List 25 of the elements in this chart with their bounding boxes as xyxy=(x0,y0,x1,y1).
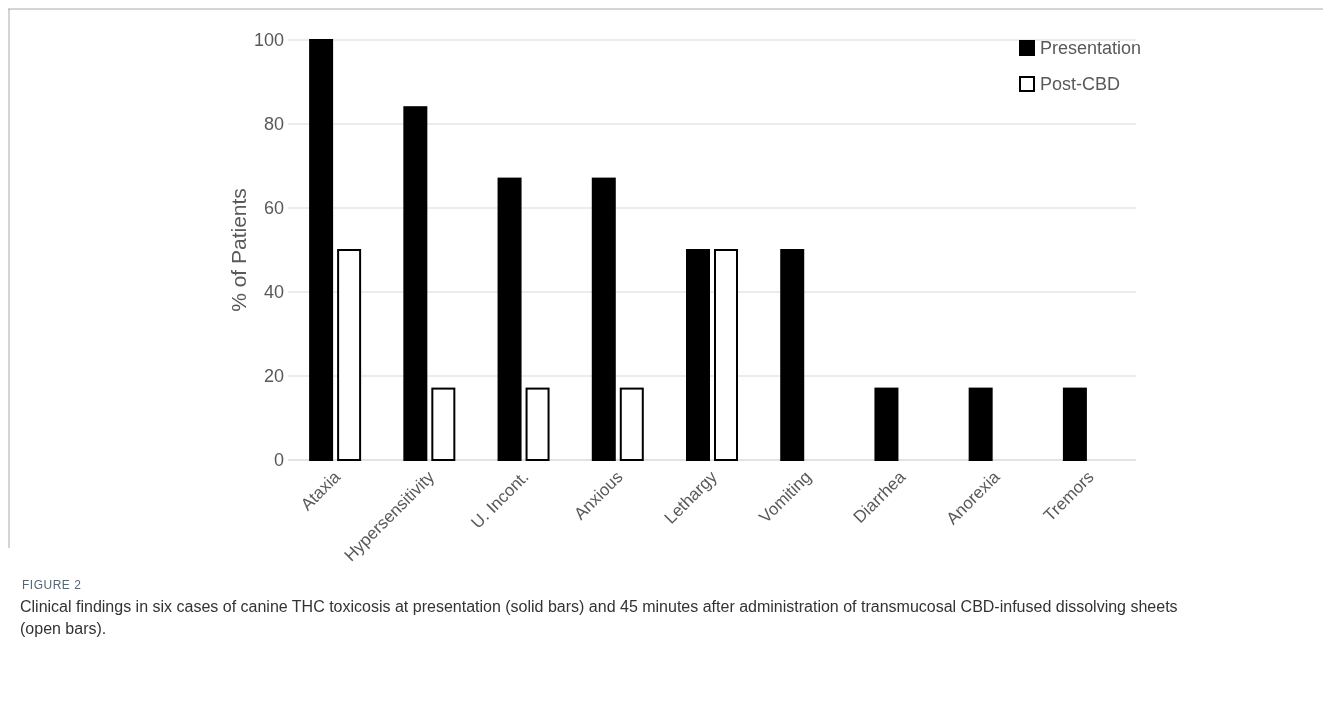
legend-label: Post-CBD xyxy=(1040,74,1121,95)
bar xyxy=(619,387,644,461)
bar xyxy=(714,249,738,461)
bar xyxy=(968,387,993,461)
bar xyxy=(431,387,456,461)
bar xyxy=(1062,387,1087,461)
bar xyxy=(309,39,334,461)
bar xyxy=(591,177,616,461)
legend-label: Presentation xyxy=(1040,38,1142,59)
y-tick-label: 100 xyxy=(253,30,284,51)
y-tick-label: 20 xyxy=(263,366,284,387)
y-tick-label: 0 xyxy=(273,450,284,471)
bar xyxy=(780,249,805,461)
bar xyxy=(525,387,550,461)
y-tick-label: 40 xyxy=(263,282,284,303)
caption: FIGURE 2 xyxy=(22,578,82,592)
bar xyxy=(497,177,522,461)
y-tick-label: 80 xyxy=(263,114,284,135)
bar xyxy=(403,106,428,461)
y-tick-label: 60 xyxy=(263,198,284,219)
bar xyxy=(337,249,362,461)
bar xyxy=(874,387,899,461)
y-axis-title: % of Patients xyxy=(227,188,250,312)
text: Clinical findings in six cases of canine THC toxicosis at presentation (solid bars) and 45 minutes after administration of transmucosal CBD-infused dissolving sheets (open bars). xyxy=(20,597,1179,639)
bar xyxy=(686,249,710,461)
